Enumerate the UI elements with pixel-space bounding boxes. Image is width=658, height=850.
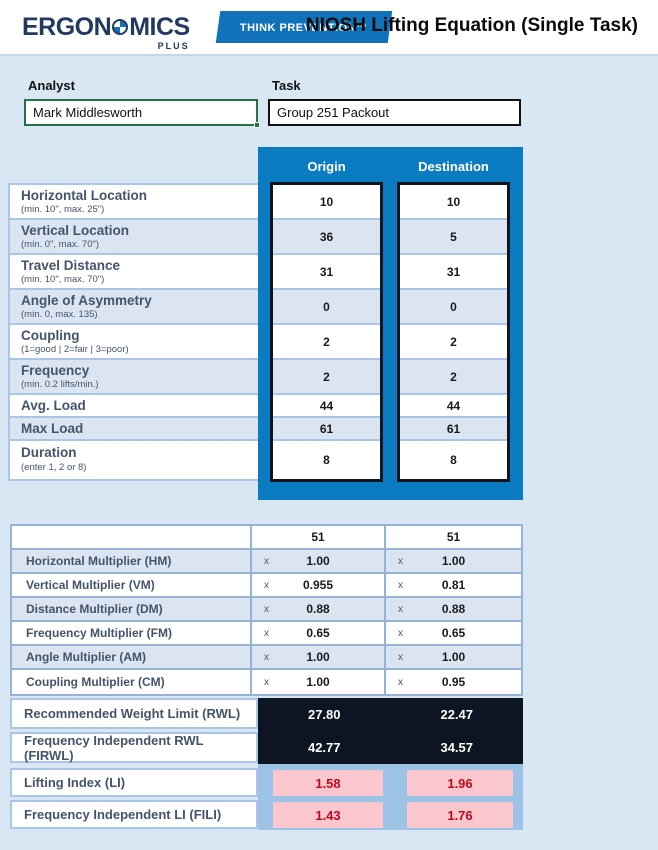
origin-angle-cell[interactable]: 0 (273, 290, 380, 325)
origin-am-value: x 1.00 (252, 646, 386, 668)
origin-cm-value: x 1.00 (252, 670, 386, 694)
origin-travel-distance-cell[interactable]: 31 (273, 255, 380, 290)
destination-fili-value: 1.76 (407, 802, 513, 828)
origin-firwl-value: 42.77 (307, 740, 341, 755)
variable-labels-column: Horizontal Location (min. 10", max. 25")… (8, 183, 258, 481)
multiply-symbol: x (264, 676, 269, 688)
multiplier-row-dm: Distance Multiplier (DM) x 0.88 x 0.88 (12, 598, 521, 622)
rwl-values-row: 27.80 22.47 (258, 698, 523, 731)
page-title: NIOSH Lifting Equation (Single Task) (305, 15, 638, 36)
analyst-input[interactable]: Mark Middlesworth (24, 99, 258, 126)
task-label: Task (272, 78, 301, 93)
destination-horizontal-location-cell[interactable]: 10 (400, 185, 507, 220)
destination-column-header: Destination (418, 159, 489, 174)
destination-angle-cell[interactable]: 0 (400, 290, 507, 325)
row-label-horizontal-location: Horizontal Location (min. 10", max. 25") (10, 185, 258, 220)
multiply-symbol: x (264, 651, 269, 663)
destination-li-value: 1.96 (407, 770, 513, 796)
multiply-symbol: x (398, 627, 403, 639)
logo-plus-text: PLUS (157, 40, 190, 51)
multiply-symbol: x (398, 603, 403, 615)
target-icon (112, 19, 129, 35)
destination-fm-value: x 0.65 (398, 626, 466, 640)
origin-vertical-location-cell[interactable]: 36 (273, 220, 380, 255)
li-label: Lifting Index (LI) (10, 768, 258, 797)
multiplier-row-am: Angle Multiplier (AM) x 1.00 x 1.00 (12, 646, 521, 670)
destination-frequency-cell[interactable]: 2 (400, 360, 507, 395)
destination-load-constant: 51 (446, 530, 461, 544)
origin-dm-value: x 0.88 (252, 598, 386, 620)
destination-duration-cell[interactable]: 8 (450, 453, 457, 467)
task-input[interactable]: Group 251 Packout (268, 99, 521, 126)
destination-values-box: 10 5 31 0 2 2 44 61 8 (397, 182, 510, 482)
origin-frequency-cell[interactable]: 2 (273, 360, 380, 395)
origin-load-constant: 51 (252, 526, 386, 548)
multiply-symbol: x (264, 555, 269, 567)
origin-max-load-cell[interactable]: 61 (273, 418, 380, 441)
multiplier-row-cm: Coupling Multiplier (CM) x 1.00 x 0.95 (12, 670, 521, 694)
destination-vertical-location-cell[interactable]: 5 (400, 220, 507, 255)
origin-vm-value: x 0.955 (252, 574, 386, 596)
logo-text-right: MICS (129, 12, 190, 41)
multiply-symbol: x (264, 603, 269, 615)
row-label-travel-distance: Travel Distance (min. 10", max. 70") (10, 255, 258, 290)
row-label-coupling: Coupling (1=good | 2=fair | 3=poor) (10, 325, 258, 360)
results-section: Recommended Weight Limit (RWL) Frequency… (0, 698, 658, 838)
header: ERGON MICS PLUS THINK PREVENTION™ NIOSH … (0, 0, 658, 56)
multiply-symbol: x (398, 676, 403, 688)
multiply-symbol: x (398, 579, 403, 591)
origin-values-box: 10 36 31 0 2 2 44 61 8 (270, 182, 383, 482)
origin-coupling-cell[interactable]: 2 (273, 325, 380, 360)
destination-firwl-value: 34.57 (440, 740, 474, 755)
multiply-symbol: x (398, 651, 403, 663)
origin-li-value: 1.58 (273, 770, 383, 796)
row-label-duration: Duration (enter 1, 2 or 8) (21, 445, 87, 473)
analyst-label: Analyst (28, 78, 75, 93)
origin-duration-cell[interactable]: 8 (323, 453, 330, 467)
row-label-vertical-location: Vertical Location (min. 0", max. 70") (10, 220, 258, 255)
multiplier-row-vm: Vertical Multiplier (VM) x 0.955 x 0.81 (12, 574, 521, 598)
row-label-max-load: Max Load (10, 418, 258, 441)
multipliers-table: 51 51 Horizontal Multiplier (HM) x 1.00 x… (10, 524, 523, 696)
multiplier-row-fm: Frequency Multiplier (FM) x 0.65 x 0.65 (12, 622, 521, 646)
ergonomics-plus-logo: ERGON MICS PLUS (22, 12, 190, 51)
origin-avg-load-cell[interactable]: 44 (273, 395, 380, 418)
multiply-symbol: x (398, 555, 403, 567)
firwl-label: Frequency Independent RWL (FIRWL) (10, 732, 258, 763)
multiply-symbol: x (264, 579, 269, 591)
firwl-values-row: 42.77 34.57 (258, 731, 523, 764)
origin-horizontal-location-cell[interactable]: 10 (273, 185, 380, 220)
destination-cm-value: x 0.95 (398, 675, 466, 689)
multiplier-row-hm: Horizontal Multiplier (HM) x 1.00 x 1.00 (12, 550, 521, 574)
destination-dm-value: x 0.88 (398, 602, 466, 616)
rwl-results-box: 27.80 22.47 42.77 34.57 (258, 698, 523, 764)
destination-travel-distance-cell[interactable]: 31 (400, 255, 507, 290)
load-constant-label (12, 526, 252, 548)
origin-hm-value: x 1.00 (252, 550, 386, 572)
origin-fm-value: x 0.65 (252, 622, 386, 644)
row-label-avg-load: Avg. Load (10, 395, 258, 418)
destination-max-load-cell[interactable]: 61 (400, 418, 507, 441)
destination-rwl-value: 22.47 (440, 707, 474, 722)
fili-label: Frequency Independent LI (FILI) (10, 800, 258, 829)
selection-fill-handle[interactable] (254, 122, 260, 128)
destination-hm-value: x 1.00 (398, 554, 466, 568)
origin-column-header: Origin (307, 159, 346, 174)
rwl-label: Recommended Weight Limit (RWL) (10, 698, 258, 729)
origin-fili-value: 1.43 (273, 802, 383, 828)
destination-coupling-cell[interactable]: 2 (400, 325, 507, 360)
multiply-symbol: x (264, 627, 269, 639)
load-constant-row: 51 51 (12, 526, 521, 550)
destination-am-value: x 1.00 (398, 650, 466, 664)
origin-rwl-value: 27.80 (307, 707, 341, 722)
destination-avg-load-cell[interactable]: 44 (400, 395, 507, 418)
row-label-angle-of-asymmetry: Angle of Asymmetry (min. 0, max. 135) (10, 290, 258, 325)
logo-text-left: ERGON (22, 12, 112, 41)
row-label-frequency: Frequency (min. 0.2 lifts/min.) (10, 360, 258, 395)
destination-vm-value: x 0.81 (398, 578, 466, 592)
task-variables-section: Origin Destination Horizontal Location (… (0, 147, 658, 500)
